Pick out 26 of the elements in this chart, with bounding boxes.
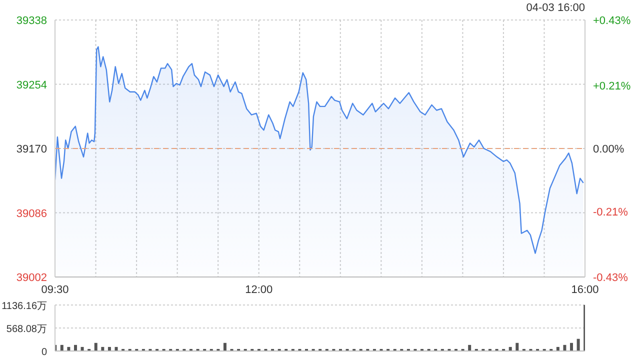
bar bbox=[516, 342, 519, 351]
bar bbox=[94, 342, 98, 351]
y2-tick-label: 0.00% bbox=[593, 144, 624, 156]
y-tick-label: 39254 bbox=[16, 79, 47, 92]
bar bbox=[563, 344, 566, 351]
y-tick-label: 1136.16万 bbox=[2, 301, 47, 312]
y-tick-label: 0 bbox=[41, 347, 48, 358]
x-tick-label: 12:00 bbox=[245, 284, 273, 296]
bar bbox=[74, 344, 77, 351]
text: 04-03 16:00 bbox=[526, 2, 585, 14]
y2-tick-label: -0.21% bbox=[593, 206, 628, 218]
y-tick-label: 39086 bbox=[16, 208, 47, 220]
y2-tick-label: +0.43% bbox=[593, 15, 631, 27]
y-tick-label: 39338 bbox=[16, 15, 47, 27]
bar bbox=[60, 344, 64, 351]
x-tick-label: 16:00 bbox=[571, 284, 599, 296]
y-tick-label: 39170 bbox=[16, 144, 47, 156]
bar bbox=[570, 342, 574, 351]
bar bbox=[576, 338, 580, 351]
y-tick-label: 39002 bbox=[16, 272, 47, 284]
bar bbox=[223, 342, 226, 351]
bar bbox=[468, 344, 472, 351]
y2-tick-label: +0.21% bbox=[593, 80, 631, 93]
y2-tick-label: -0.43% bbox=[593, 272, 628, 284]
y-tick-label: 568.08万 bbox=[6, 324, 47, 335]
x-tick-label: 09:30 bbox=[41, 284, 69, 296]
